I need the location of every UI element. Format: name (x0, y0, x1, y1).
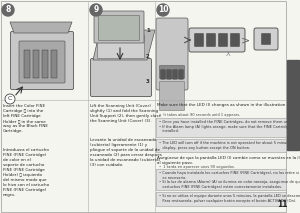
FancyBboxPatch shape (218, 33, 227, 46)
Text: •  It takes about 90 seconds until 1 appears.: • It takes about 90 seconds until 1 appe… (159, 113, 240, 117)
Text: X: X (226, 51, 230, 57)
FancyBboxPatch shape (160, 82, 184, 111)
FancyBboxPatch shape (156, 118, 287, 138)
FancyBboxPatch shape (11, 32, 74, 89)
FancyBboxPatch shape (167, 95, 171, 100)
Text: Lift the Scanning Unit (Cover)
slightly (1) and fold the Scanning
Unit Support (: Lift the Scanning Unit (Cover) slightly … (90, 104, 161, 123)
Text: Introduzca el cartucho
FINE (FINE Cartridge)
de color en el
soporte de cartucho
: Introduzca el cartucho FINE (FINE Cartri… (3, 148, 49, 197)
FancyBboxPatch shape (160, 66, 184, 79)
Text: • Si no se utiliza el equipo durante unos 5 minutos, la pantalla LED se desconec: • Si no se utiliza el equipo durante uno… (159, 194, 300, 203)
FancyBboxPatch shape (156, 192, 287, 207)
FancyBboxPatch shape (230, 33, 239, 46)
Text: • Once you have installed the FINE Cartridges, do not remove them unnecessarily.: • Once you have installed the FINE Cartr… (159, 120, 300, 134)
FancyBboxPatch shape (98, 36, 145, 59)
FancyBboxPatch shape (161, 70, 165, 79)
FancyBboxPatch shape (262, 33, 271, 45)
Text: Insert the Color FINE
Cartridge Ⓒ into the
left FINE Cartridge
Holder Ⓓ in the s: Insert the Color FINE Cartridge Ⓒ into t… (3, 104, 48, 133)
Bar (24, 50, 30, 78)
Bar (51, 50, 57, 78)
Polygon shape (10, 22, 72, 33)
Bar (33, 50, 39, 78)
FancyBboxPatch shape (156, 139, 287, 153)
FancyBboxPatch shape (254, 28, 278, 50)
Text: 3: 3 (146, 79, 150, 84)
Text: 11: 11 (277, 200, 287, 209)
Text: 8: 8 (5, 6, 11, 14)
FancyBboxPatch shape (173, 95, 177, 100)
FancyBboxPatch shape (161, 95, 165, 100)
Bar (287, 60, 299, 150)
FancyBboxPatch shape (206, 33, 215, 46)
FancyBboxPatch shape (91, 59, 152, 96)
FancyBboxPatch shape (156, 169, 287, 191)
Text: 1: 1 (146, 28, 150, 33)
FancyBboxPatch shape (173, 70, 177, 79)
Text: • Cuando haya instalado los cartuchos FINE (FINE Cartridges), no los retire si n: • Cuando haya instalado los cartuchos FI… (159, 171, 300, 189)
FancyBboxPatch shape (156, 18, 188, 90)
Circle shape (90, 4, 102, 16)
Text: •  1 tarda en aparecer unos 90 segundos.: • 1 tarda en aparecer unos 90 segundos. (159, 165, 235, 169)
Polygon shape (93, 30, 155, 60)
Circle shape (157, 4, 169, 16)
FancyBboxPatch shape (94, 11, 144, 43)
FancyBboxPatch shape (179, 95, 183, 100)
FancyBboxPatch shape (189, 28, 245, 52)
Circle shape (2, 4, 14, 16)
Text: 9: 9 (93, 6, 99, 14)
FancyBboxPatch shape (179, 70, 183, 79)
FancyBboxPatch shape (194, 33, 203, 46)
Text: • The LED will turn off if the machine is not operated for about 5 minutes. To r: • The LED will turn off if the machine i… (159, 141, 300, 150)
Text: Make sure that the LED (I) changes as shown in the illustration and go to the ne: Make sure that the LED (I) changes as sh… (157, 103, 300, 107)
FancyBboxPatch shape (98, 16, 140, 40)
Bar (42, 50, 48, 78)
Text: C: C (8, 96, 12, 102)
Text: Asegúrese de que la pantalla LED (I) cambie como se muestra en la ilustración y : Asegúrese de que la pantalla LED (I) cam… (157, 156, 300, 165)
Text: Levante la unidad de escaneado
(cubierta) ligeramente (1) y
pliegue el soporte d: Levante la unidad de escaneado (cubierta… (90, 138, 162, 167)
FancyBboxPatch shape (19, 41, 65, 83)
FancyBboxPatch shape (167, 70, 171, 79)
Text: 10: 10 (158, 6, 168, 14)
Circle shape (5, 94, 15, 104)
Text: >: > (242, 35, 250, 45)
Text: 2: 2 (146, 54, 150, 59)
